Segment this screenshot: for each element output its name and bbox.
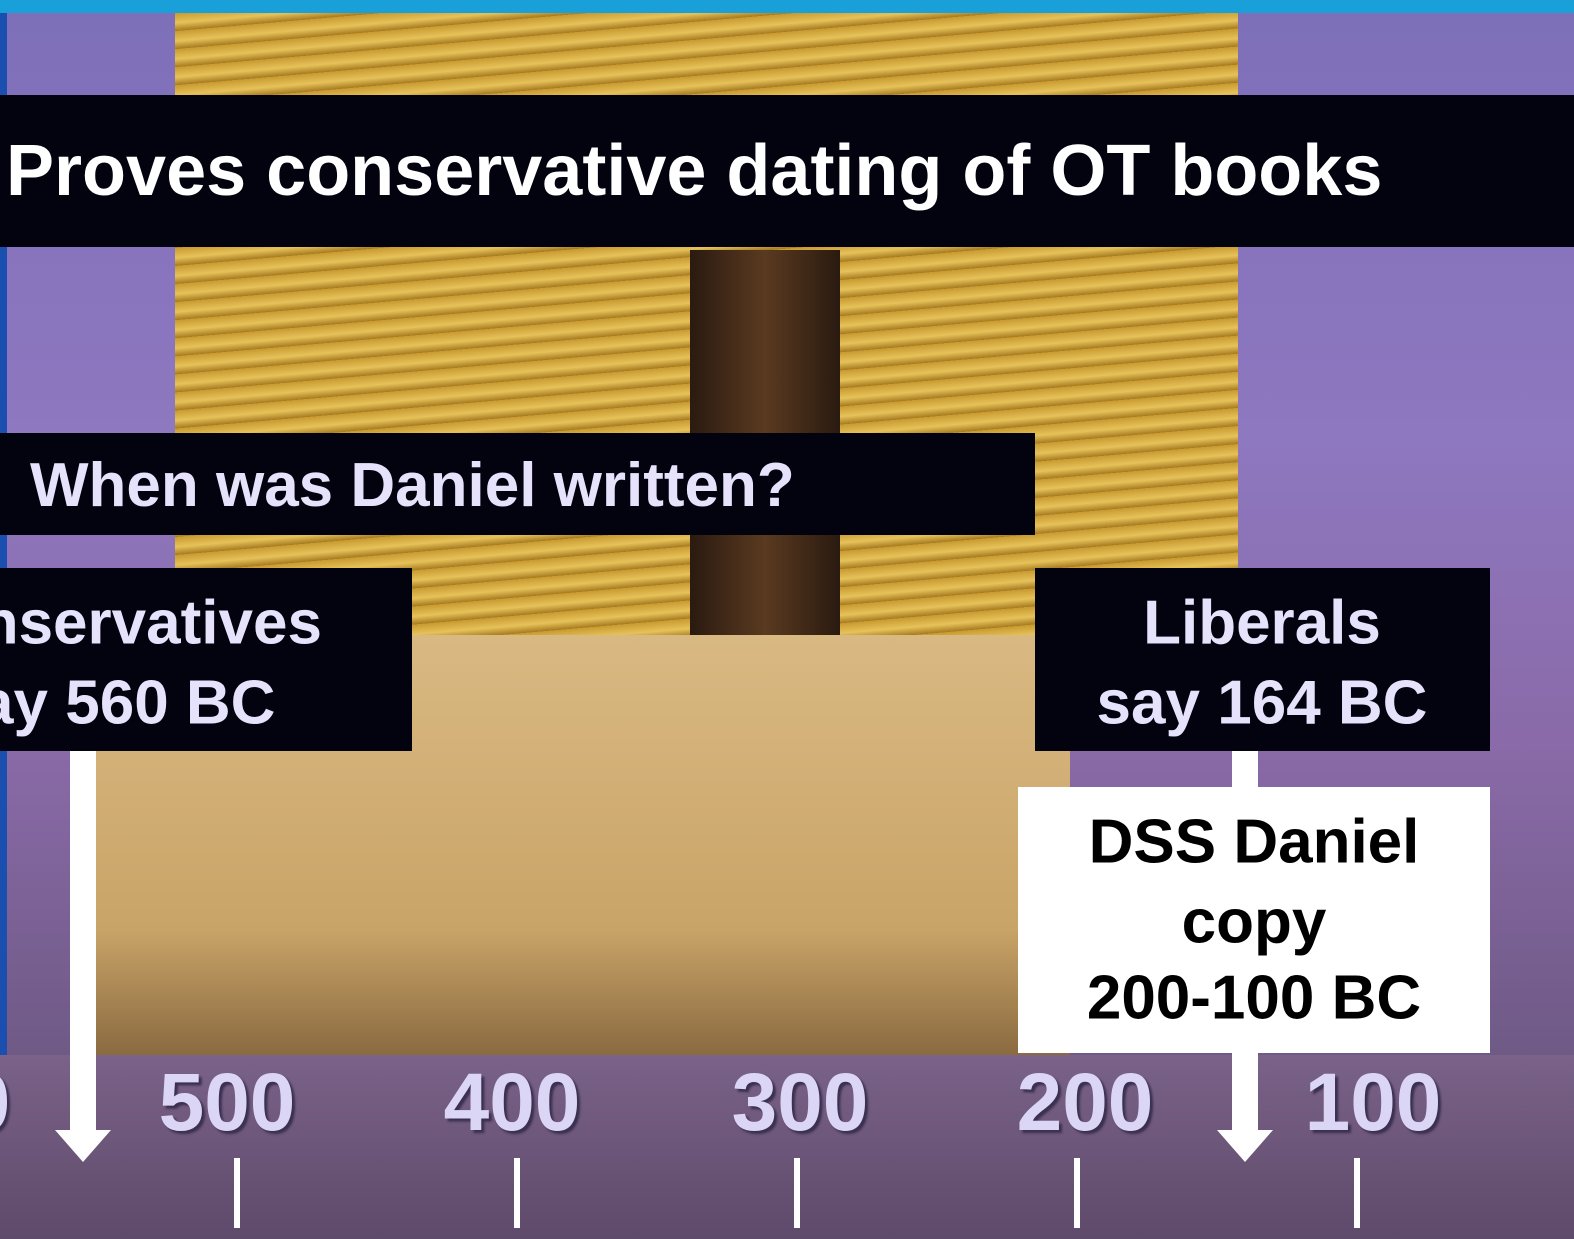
timeline-label: 200 [1017, 1056, 1154, 1150]
dss-box: DSS Daniel copy 200-100 BC [1018, 787, 1490, 1053]
dss-line: DSS Daniel [1089, 807, 1420, 878]
slide: Proves conservative dating of OT books W… [0, 0, 1574, 1239]
conservatives-line: Conservatives [0, 588, 322, 659]
dss-line: copy [1182, 887, 1327, 958]
conservative-arrowhead [55, 1130, 111, 1162]
timeline-label: 600 [0, 1056, 10, 1150]
timeline-label: 500 [159, 1056, 296, 1150]
timeline-ticks [234, 1158, 1360, 1228]
liberals-line: say 164 BC [1097, 668, 1428, 739]
timeline-label: 100 [1305, 1056, 1442, 1150]
timeline-label: 300 [732, 1056, 869, 1150]
dss-line: 200-100 BC [1087, 963, 1421, 1034]
liberals-box: Liberals say 164 BC [1035, 568, 1490, 751]
timeline-label: 400 [444, 1056, 581, 1150]
liberal-arrowhead [1217, 1130, 1273, 1162]
conservatives-line: say 560 BC [0, 668, 275, 739]
conservatives-box: Conservatives say 560 BC [0, 568, 412, 751]
liberals-line: Liberals [1143, 588, 1381, 659]
